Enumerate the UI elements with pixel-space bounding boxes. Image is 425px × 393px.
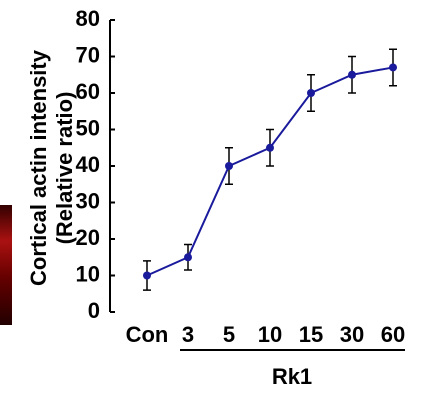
y-axis-label: Cortical actin intensity — [26, 49, 51, 286]
point — [225, 162, 233, 170]
x-tick-label: 15 — [299, 322, 323, 347]
chart: Cortical actin intensity (Relative ratio… — [0, 0, 425, 393]
image-fragment — [0, 205, 12, 325]
group-label: Rk1 — [272, 364, 312, 389]
point — [348, 71, 356, 79]
y-tick-label: 60 — [76, 79, 100, 104]
y-axis-label: (Relative ratio) — [52, 92, 77, 245]
x-tick-label: 5 — [223, 322, 235, 347]
point — [266, 144, 274, 152]
y-tick-label: 40 — [76, 152, 100, 177]
point — [307, 89, 315, 97]
x-tick-label: 60 — [381, 322, 405, 347]
point — [389, 63, 397, 71]
point — [143, 272, 151, 280]
point — [184, 253, 192, 261]
line — [147, 67, 393, 275]
y-tick-label: 30 — [76, 188, 100, 213]
y-tick-label: 20 — [76, 225, 100, 250]
x-tick-label: 3 — [182, 322, 194, 347]
y-tick-label: 50 — [76, 115, 100, 140]
x-tick-label: 10 — [258, 322, 282, 347]
y-tick-label: 0 — [88, 298, 100, 323]
x-tick-label: 30 — [340, 322, 364, 347]
y-tick-label: 70 — [76, 42, 100, 67]
y-tick-label: 10 — [76, 261, 100, 286]
y-tick-label: 80 — [76, 6, 100, 31]
x-tick-label: Con — [126, 322, 169, 347]
